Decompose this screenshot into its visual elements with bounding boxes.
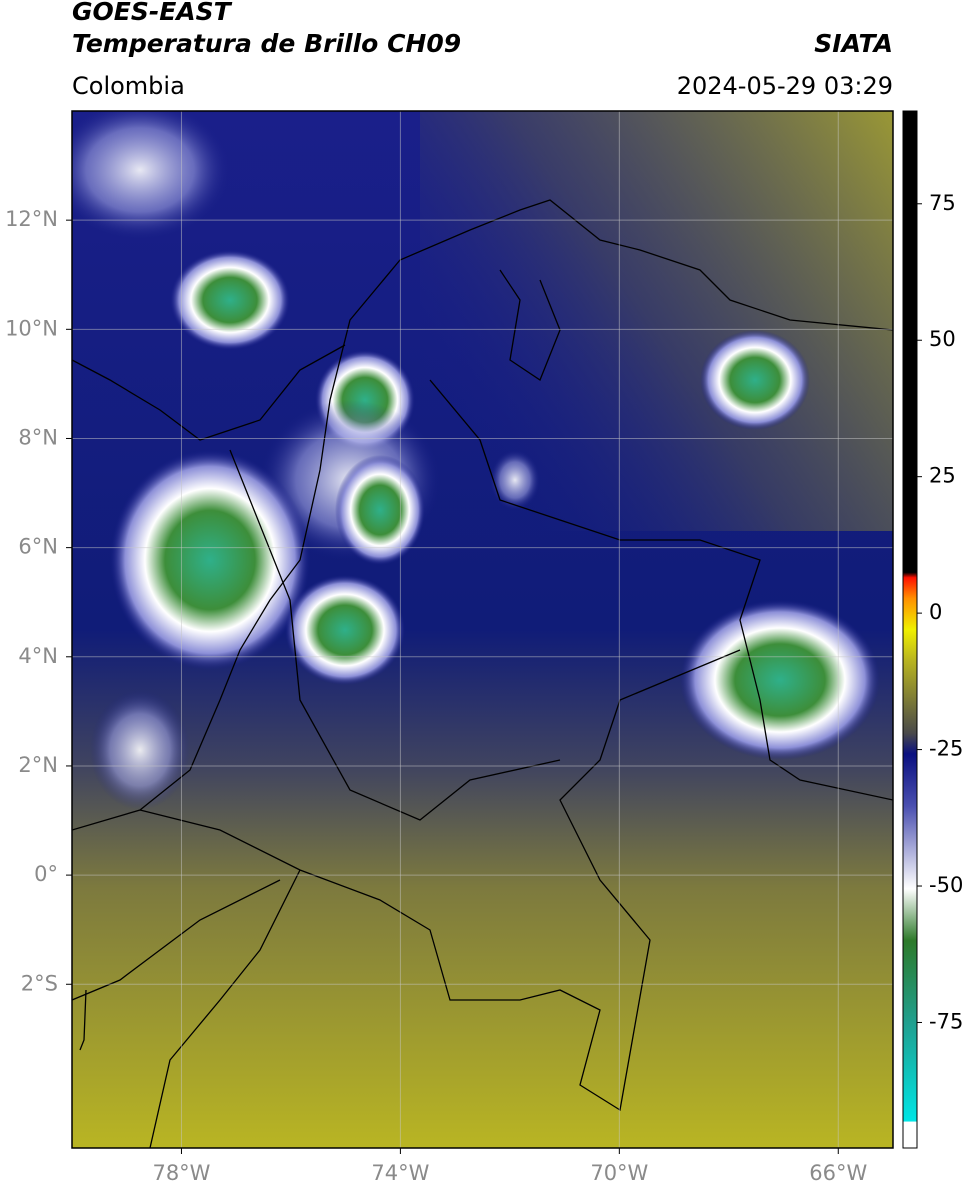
y-tick-label: 12°N [5, 207, 58, 231]
y-tick-label: 2°S [21, 971, 58, 995]
colorbar-tick-label: -50 [929, 873, 963, 897]
datetime: 2024-05-29 03:29 [677, 72, 893, 100]
y-tick-label: 10°N [5, 316, 58, 340]
x-tick-label: 78°W [152, 1161, 210, 1185]
y-tick-label: 2°N [18, 753, 58, 777]
y-tick-label: 8°N [18, 425, 58, 449]
x-tick-label: 74°W [371, 1161, 429, 1185]
colorbar-tick-label: -75 [929, 1009, 963, 1033]
colorbar-tick-label: -25 [929, 737, 963, 761]
satellite: GOES-EAST [72, 0, 233, 26]
colorbar-tick-label: 25 [929, 464, 956, 488]
y-tick-label: 0° [34, 862, 58, 886]
satellite-image [72, 111, 893, 1148]
y-tick-label: 6°N [18, 535, 58, 559]
region: Colombia [72, 72, 185, 100]
colorbar-tick-label: 75 [929, 191, 956, 215]
x-tick-label: 66°W [809, 1161, 867, 1185]
y-tick-label: 4°N [18, 644, 58, 668]
x-tick-label: 70°W [590, 1161, 648, 1185]
colorbar-tick-label: 0 [929, 600, 942, 624]
agency: SIATA [814, 29, 893, 58]
map-frame [71, 110, 894, 1149]
colorbar-tick-label: 50 [929, 327, 956, 351]
colorbar [902, 110, 918, 1149]
product: Temperatura de Brillo CH09 [72, 29, 461, 58]
